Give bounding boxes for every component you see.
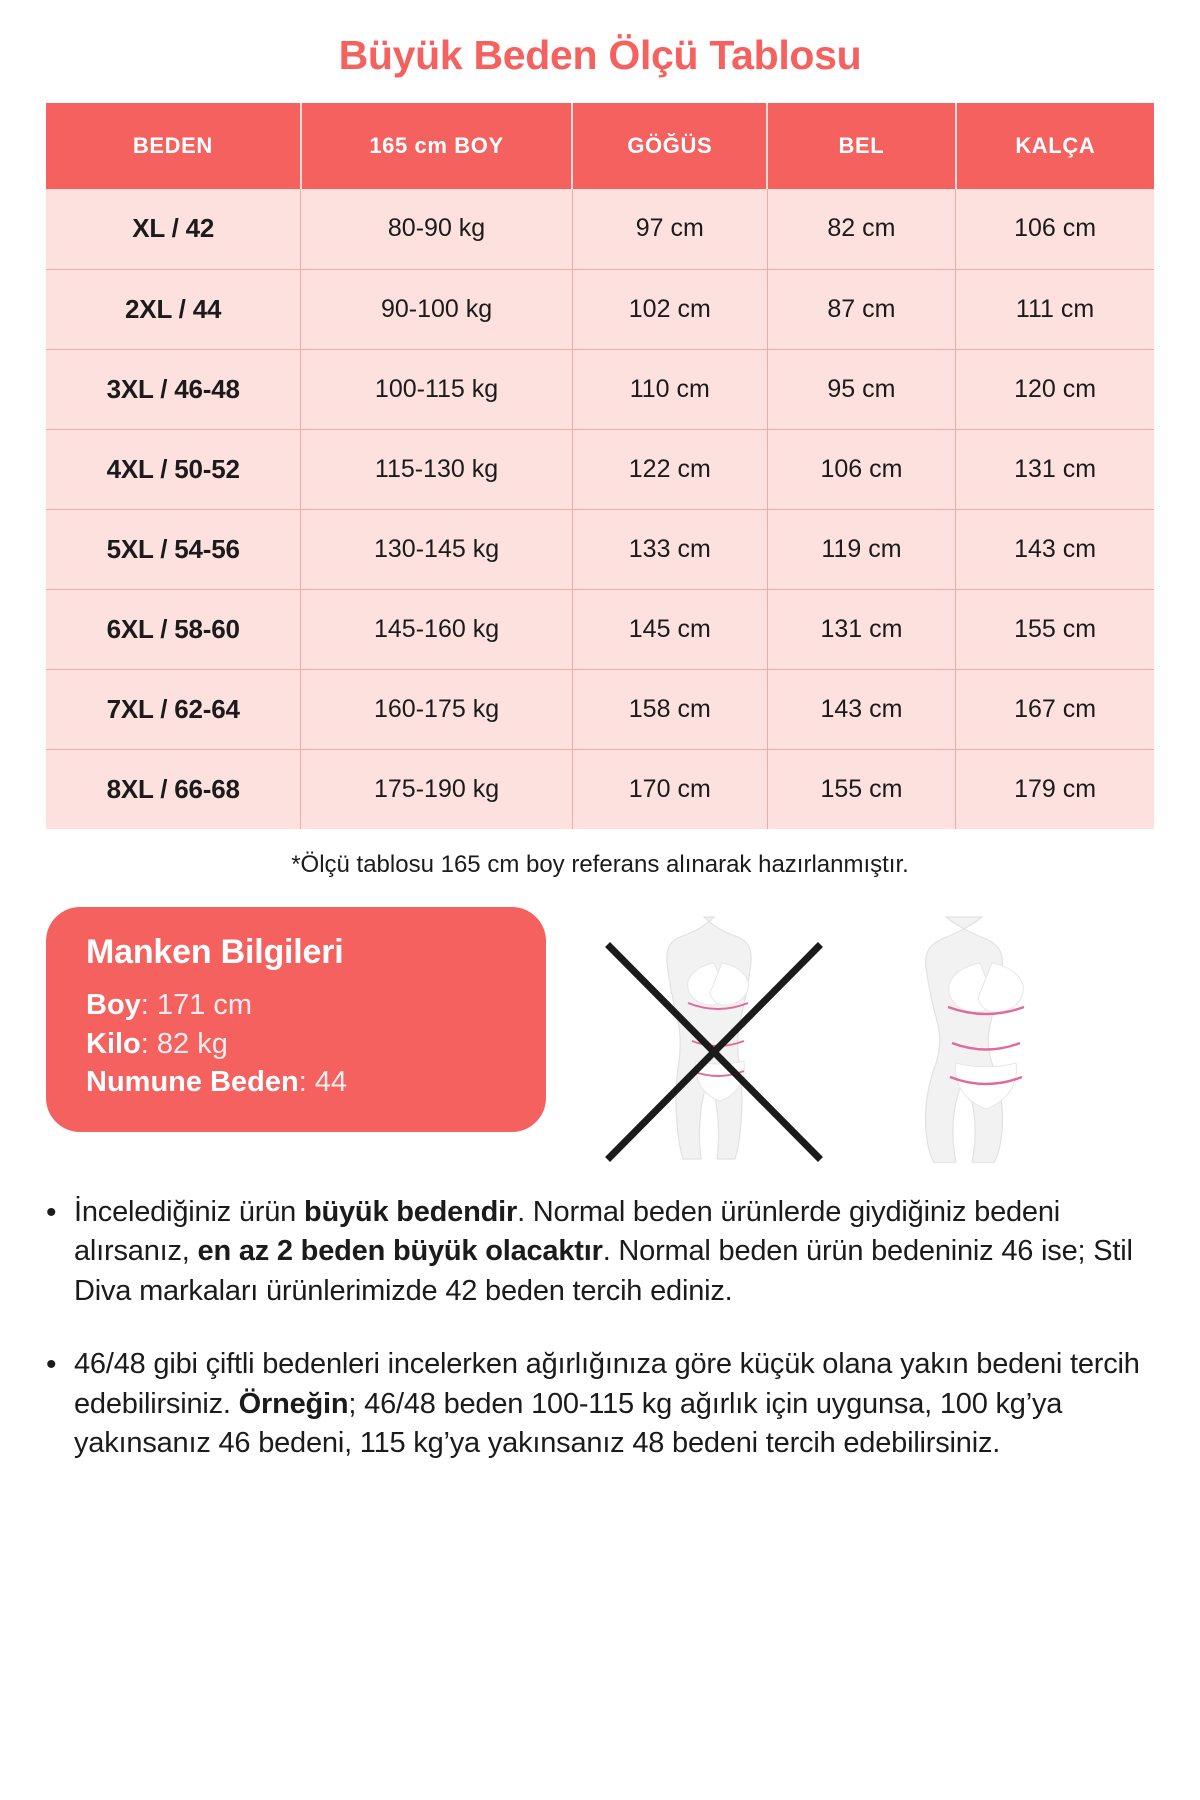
cell-bel: 106 cm	[767, 429, 957, 510]
model-height-value: : 171 cm	[140, 989, 253, 1021]
cell-gogus: 158 cm	[572, 669, 768, 750]
bullet-marker-icon: •	[46, 1196, 57, 1229]
list-item: • 46/48 gibi çiftli bedenleri incelerken …	[46, 1345, 1154, 1463]
cell-kalca: 179 cm	[955, 749, 1154, 829]
model-weight-line: Kilo: 82 kg	[86, 1025, 512, 1064]
table-row: 3XL / 46-48 100-115 kg 110 cm 95 cm 120 cm	[46, 349, 1154, 430]
cell-bel: 82 cm	[767, 189, 957, 270]
cross-out-icon	[605, 942, 823, 1162]
cell-boy: 90-100 kg	[300, 269, 573, 350]
table-row: 5XL / 54-56 130-145 kg 133 cm 119 cm 143 cm	[46, 509, 1154, 590]
cell-kalca: 111 cm	[955, 269, 1154, 350]
cell-kalca: 143 cm	[955, 509, 1154, 590]
cell-boy: 175-190 kg	[300, 749, 573, 829]
cell-boy: 160-175 kg	[300, 669, 573, 750]
model-sample-size-label: Numune Beden	[86, 1066, 299, 1099]
model-info-row: Manken Bilgileri Boy: 171 cm Kilo: 82 kg…	[46, 907, 1154, 1167]
size-guidance-notes: • İncelediğiniz ürün büyük bedendir. Norm…	[46, 1193, 1154, 1464]
cell-bel: 155 cm	[767, 749, 957, 829]
size-table: BEDEN 165 cm BOY GÖĞÜS BEL KALÇA XL / 42 80-9…	[46, 103, 1154, 829]
table-row: 2XL / 44 90-100 kg 102 cm 87 cm 111 cm	[46, 269, 1154, 350]
cell-boy: 80-90 kg	[300, 189, 573, 270]
cell-gogus: 170 cm	[572, 749, 768, 829]
table-header-1: 165 cm BOY	[300, 103, 574, 189]
cell-beden: 3XL / 46-48	[46, 349, 302, 430]
cell-bel: 143 cm	[767, 669, 957, 750]
body-measurement-figures	[572, 907, 1154, 1167]
table-row: 4XL / 50-52 115-130 kg 122 cm 106 cm 131 cm	[46, 429, 1154, 510]
plus-size-body-figure-icon	[924, 916, 1025, 1163]
cell-gogus: 102 cm	[572, 269, 768, 350]
cell-kalca: 131 cm	[955, 429, 1154, 510]
model-info-card: Manken Bilgileri Boy: 171 cm Kilo: 82 kg…	[46, 907, 546, 1132]
cell-beden: 6XL / 58-60	[46, 589, 302, 670]
cell-gogus: 110 cm	[572, 349, 768, 430]
cell-boy: 130-145 kg	[300, 509, 573, 590]
model-height-line: Boy: 171 cm	[86, 986, 512, 1025]
cell-kalca: 167 cm	[955, 669, 1154, 750]
bullet-text: İncelediğiniz ürün büyük bedendir. Norma…	[74, 1196, 1133, 1307]
cell-gogus: 133 cm	[572, 509, 768, 590]
cell-boy: 145-160 kg	[300, 589, 573, 670]
cell-gogus: 122 cm	[572, 429, 768, 510]
bullet-marker-icon: •	[46, 1348, 57, 1382]
table-header-3: BEL	[767, 103, 957, 189]
cell-bel: 95 cm	[767, 349, 957, 430]
size-table-container: BEDEN 165 cm BOY GÖĞÜS BEL KALÇA XL / 42 80-9…	[46, 103, 1154, 829]
table-row: 8XL / 66-68 175-190 kg 170 cm 155 cm 179 cm	[46, 749, 1154, 829]
table-header-row: BEDEN 165 cm BOY GÖĞÜS BEL KALÇA	[46, 103, 1154, 189]
bullet-text: 46/48 gibi çiftli bedenleri incelerken a…	[74, 1348, 1140, 1460]
cell-bel: 87 cm	[767, 269, 957, 350]
table-footnote: *Ölçü tablosu 165 cm boy referans alınar…	[291, 851, 909, 878]
cell-beden: 2XL / 44	[46, 269, 302, 350]
cell-bel: 131 cm	[767, 589, 957, 670]
cell-kalca: 155 cm	[955, 589, 1154, 670]
model-info-heading: Manken Bilgileri	[86, 933, 344, 971]
slim-body-figure-icon	[605, 916, 823, 1162]
cell-gogus: 145 cm	[572, 589, 768, 670]
cell-beden: 4XL / 50-52	[46, 429, 302, 510]
cell-kalca: 120 cm	[955, 349, 1154, 430]
cell-beden: 7XL / 62-64	[46, 669, 302, 750]
cell-bel: 119 cm	[767, 509, 957, 590]
page-title: Büyük Beden Ölçü Tablosu	[338, 32, 862, 78]
model-sample-size-value: : 44	[298, 1066, 348, 1099]
model-weight-value: : 82 kg	[140, 1027, 228, 1060]
table-body: XL / 42 80-90 kg 97 cm 82 cm 106 cm 2XL / 44 9…	[46, 189, 1154, 829]
cell-beden: 8XL / 66-68	[46, 749, 302, 829]
cell-gogus: 97 cm	[572, 189, 768, 270]
cell-beden: 5XL / 54-56	[46, 509, 302, 590]
table-header-4: KALÇA	[955, 103, 1154, 189]
table-row: 7XL / 62-64 160-175 kg 158 cm 143 cm 167 cm	[46, 669, 1154, 750]
cell-boy: 100-115 kg	[300, 349, 573, 430]
cell-beden: XL / 42	[46, 189, 302, 270]
cell-boy: 115-130 kg	[300, 429, 573, 510]
table-row: XL / 42 80-90 kg 97 cm 82 cm 106 cm	[46, 189, 1154, 270]
table-header-2: GÖĞÜS	[572, 103, 769, 189]
cell-kalca: 106 cm	[955, 189, 1154, 270]
list-item: • İncelediğiniz ürün büyük bedendir. Norm…	[46, 1193, 1154, 1311]
model-sample-size-line: Numune Beden: 44	[86, 1063, 512, 1102]
model-weight-label: Kilo	[86, 1027, 141, 1060]
model-height-label: Boy	[86, 989, 141, 1021]
table-row: 6XL / 58-60 145-160 kg 145 cm 131 cm 155 cm	[46, 589, 1154, 670]
table-header-0: BEDEN	[46, 103, 302, 189]
